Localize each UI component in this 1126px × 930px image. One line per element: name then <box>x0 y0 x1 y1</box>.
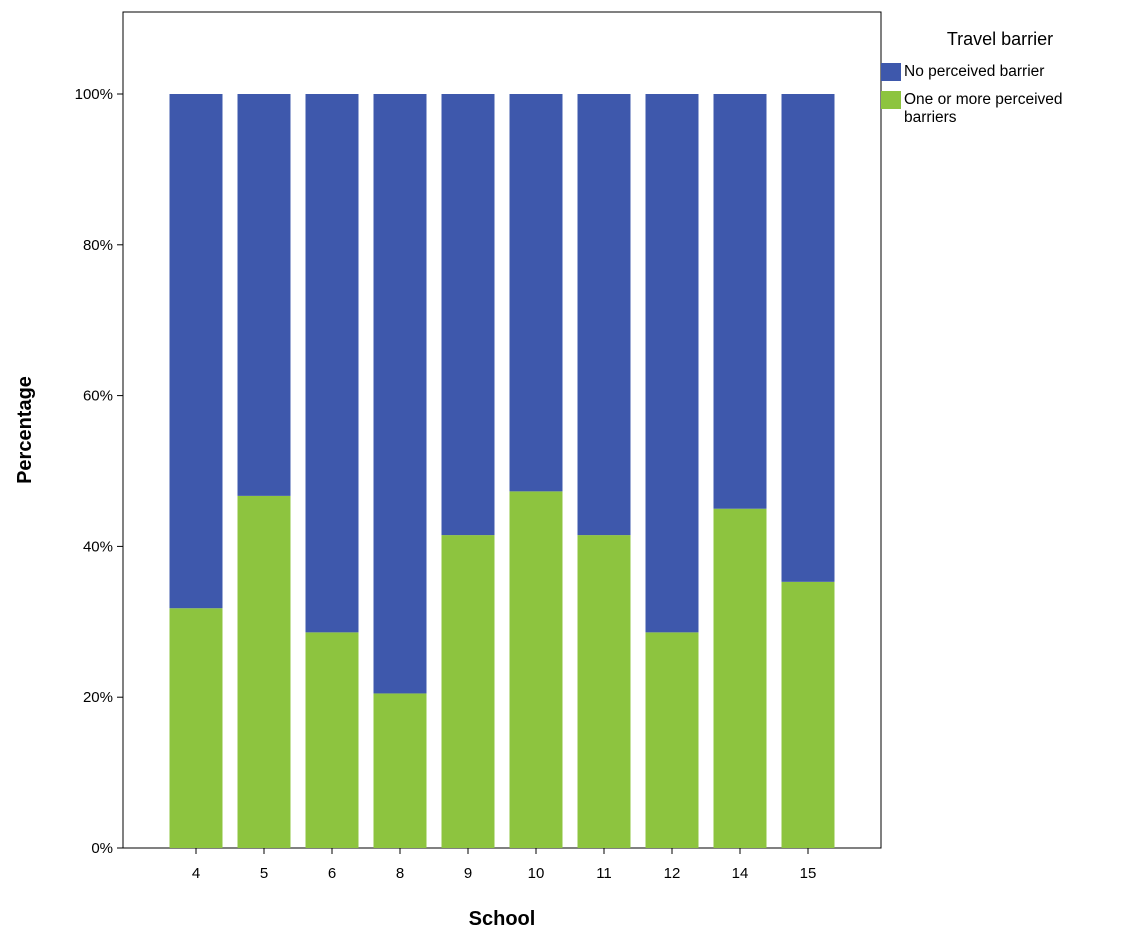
x-tick-label: 14 <box>732 865 749 882</box>
bars-layer <box>169 94 835 848</box>
legend-title: Travel barrier <box>947 29 1053 49</box>
bar-school-8-series-1 <box>373 94 427 694</box>
x-tick-label: 12 <box>664 865 681 882</box>
y-axis-title: Percentage <box>14 376 36 484</box>
bar-school-9-series-0 <box>441 535 495 848</box>
bar-school-12-series-0 <box>645 632 699 848</box>
legend-swatch <box>881 63 901 81</box>
bar-school-5-series-0 <box>237 495 291 848</box>
bar-school-5-series-1 <box>237 94 291 496</box>
x-tick-label: 15 <box>800 865 817 882</box>
x-tick-label: 6 <box>328 865 336 882</box>
x-tick-label: 11 <box>596 865 612 882</box>
y-tick-label: 60% <box>83 388 113 405</box>
bar-school-10-series-1 <box>509 94 563 492</box>
legend: Travel barrier No perceived barrier One o… <box>881 29 1063 126</box>
bar-school-6-series-1 <box>305 94 359 633</box>
legend-swatch <box>881 91 901 109</box>
bar-school-10-series-0 <box>509 491 563 848</box>
y-tick-label: 40% <box>83 538 113 555</box>
bar-school-11-series-0 <box>577 535 631 848</box>
y-tick-label: 0% <box>91 840 113 857</box>
x-tick-label: 4 <box>192 865 200 882</box>
plot-frame <box>122 11 882 849</box>
y-tick-label: 20% <box>83 689 113 706</box>
bar-school-6-series-0 <box>305 632 359 848</box>
bar-school-4-series-0 <box>169 608 223 848</box>
bar-school-4-series-1 <box>169 94 223 609</box>
x-tick-label: 9 <box>464 865 472 882</box>
bar-school-9-series-1 <box>441 94 495 536</box>
x-axis: 4 5 6 8 9 10 11 12 14 15 <box>192 848 817 882</box>
x-axis-title: School <box>469 908 536 930</box>
bar-school-14-series-1 <box>713 94 767 509</box>
y-axis: 0% 20% 40% 60% 80% 100% <box>75 86 123 857</box>
x-tick-label: 5 <box>260 865 268 882</box>
bar-school-12-series-1 <box>645 94 699 633</box>
legend-label: barriers <box>904 109 957 126</box>
y-tick-label: 80% <box>83 237 113 254</box>
bar-school-15-series-1 <box>781 94 835 582</box>
x-tick-label: 10 <box>528 865 545 882</box>
y-tick-label: 100% <box>75 86 113 103</box>
bar-school-8-series-0 <box>373 693 427 848</box>
legend-label: No perceived barrier <box>904 63 1044 80</box>
bar-school-14-series-0 <box>713 508 767 848</box>
bar-school-11-series-1 <box>577 94 631 536</box>
legend-label: One or more perceived <box>904 91 1063 108</box>
x-tick-label: 8 <box>396 865 404 882</box>
bar-school-15-series-0 <box>781 581 835 848</box>
